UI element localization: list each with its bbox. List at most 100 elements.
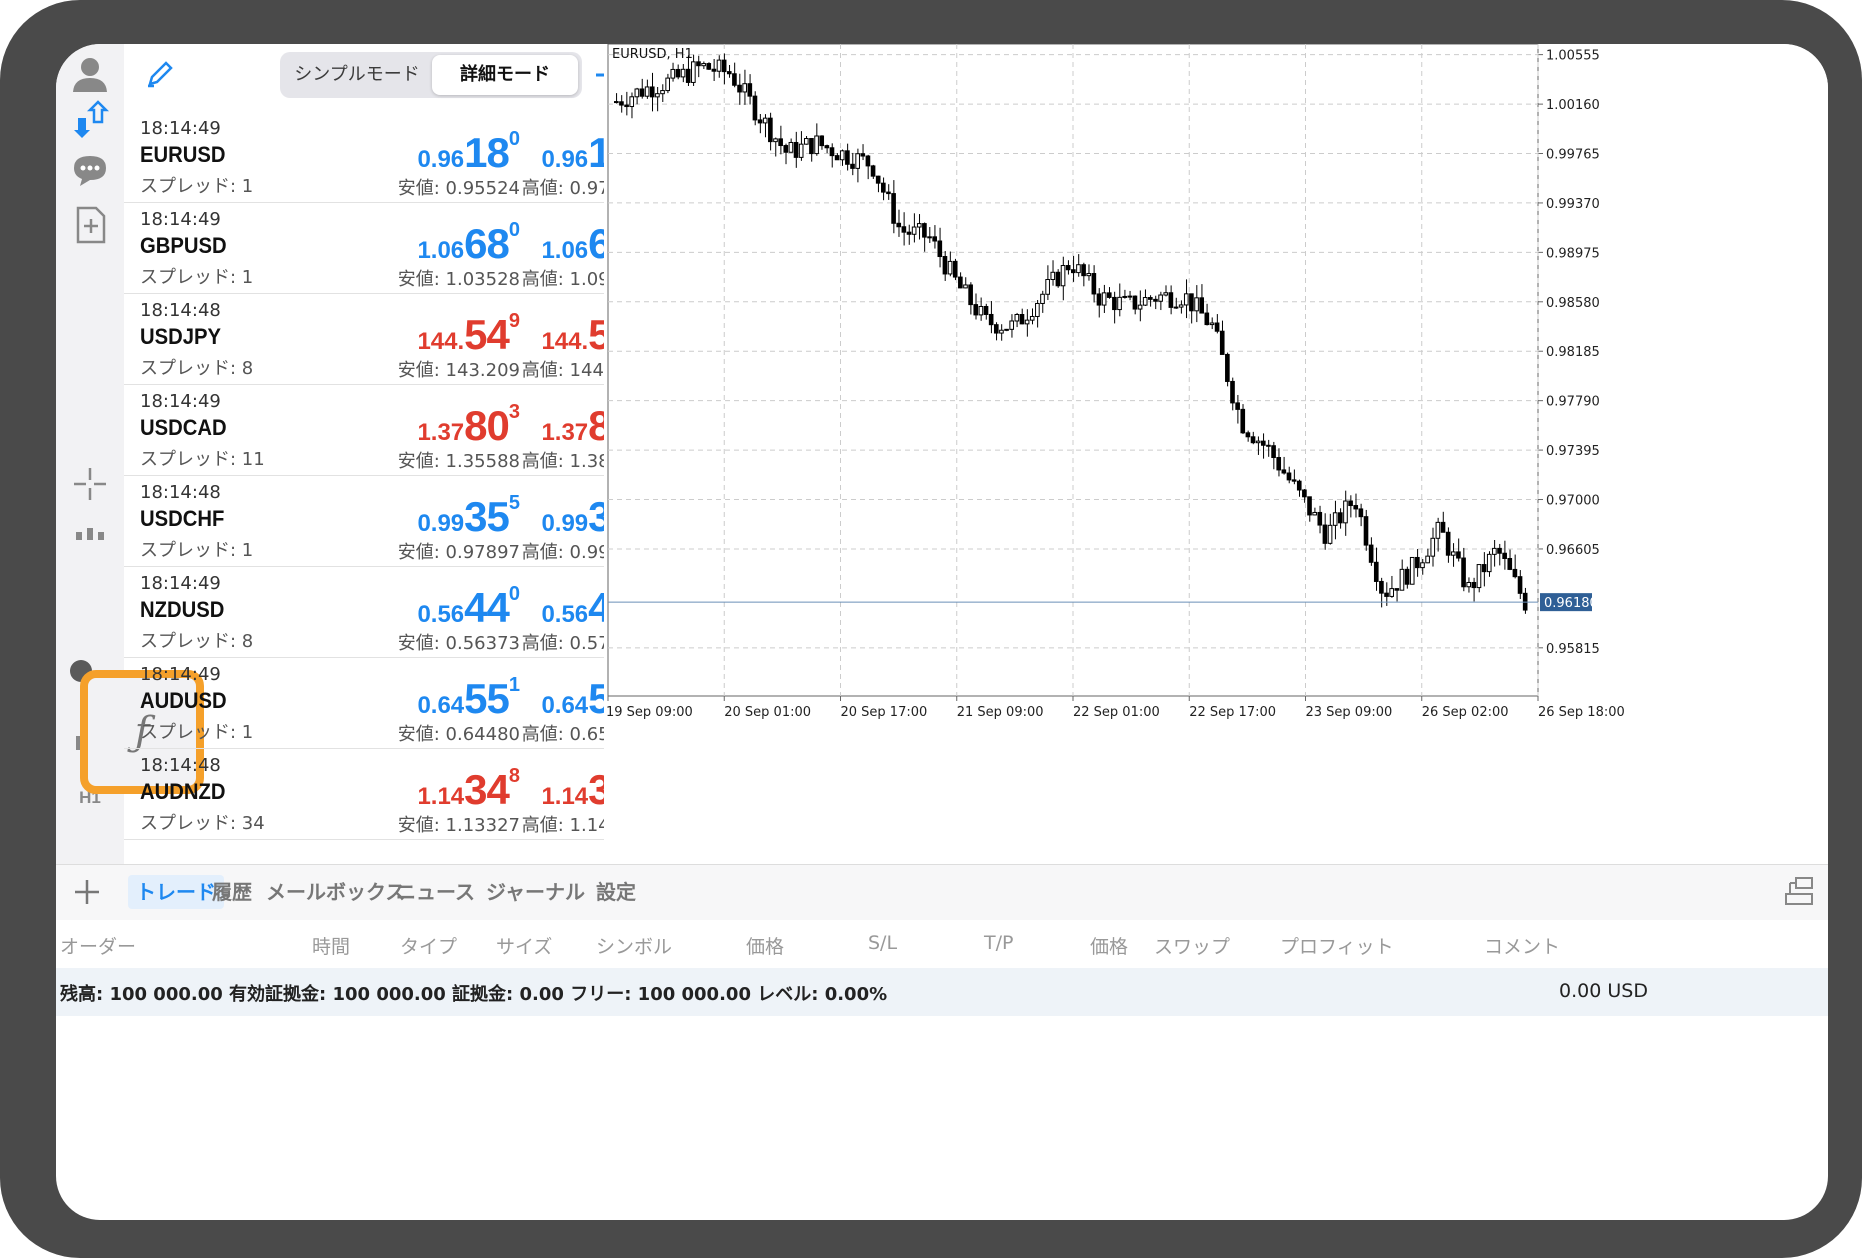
bid-prefix: 0.96: [417, 146, 465, 173]
candle-body: [644, 86, 650, 97]
bid-pips: 34: [464, 766, 510, 813]
bid-price[interactable]: 1.14348: [417, 765, 520, 813]
bid-pips: 18: [464, 129, 510, 176]
candle-body: [757, 119, 763, 124]
candle-body: [845, 150, 850, 165]
bid-fraction: 0: [508, 128, 520, 150]
bid-price[interactable]: 0.99355: [417, 492, 520, 540]
add-icon[interactable]: [70, 875, 104, 914]
tab-3[interactable]: ニュース: [396, 880, 475, 904]
candle-body: [875, 175, 881, 184]
trade-icon[interactable]: [70, 100, 110, 140]
candle-body: [855, 153, 860, 169]
candle-body: [701, 63, 706, 67]
candle-body: [1435, 521, 1441, 539]
candle-body: [963, 284, 968, 289]
objects-icon[interactable]: [70, 514, 110, 554]
candle-body: [706, 63, 712, 70]
edit-pencil-icon[interactable]: [144, 58, 176, 95]
candle-body: [983, 305, 989, 315]
bid-price[interactable]: 1.06680: [417, 219, 520, 267]
bid-fraction: 8: [508, 765, 520, 787]
candle-body: [1399, 568, 1405, 591]
candle-body: [1101, 292, 1107, 306]
candle-body: [1260, 440, 1266, 446]
candle-body: [747, 83, 753, 97]
candle-body: [670, 68, 676, 79]
bid-price[interactable]: 144.549: [417, 310, 520, 358]
x-tick-label: 20 Sep 17:00: [841, 705, 928, 720]
crosshair-icon[interactable]: [70, 464, 110, 504]
low-price: 安値: 0.95524: [397, 178, 520, 199]
candle-body: [752, 95, 758, 121]
low-price: 安値: 0.64480: [397, 724, 520, 745]
candle-body: [1153, 298, 1158, 302]
candle-body: [691, 61, 696, 83]
symbol-name: EURUSD: [140, 142, 226, 167]
low-price: 安値: 1.03528: [397, 269, 520, 290]
simple-mode-tab[interactable]: シンプルモード: [294, 64, 420, 85]
chart-canvas[interactable]: 1.00555 1.00160 0.99765 0.99370 0.98975 0.985…: [604, 44, 1828, 864]
column-header: サイズ: [496, 936, 553, 958]
candle-body: [1353, 505, 1359, 510]
spread-label: スプレッド: 1: [140, 540, 254, 561]
quote-row[interactable]: 18:14:49 NZDUSD スプレッド: 8 0.56440 0.56448…: [124, 567, 656, 658]
quote-row[interactable]: 18:14:49 USDCAD スプレッド: 11 1.37803 1.3781…: [124, 385, 656, 476]
layout-toggle-icon[interactable]: [1782, 875, 1816, 914]
candle-body: [927, 236, 932, 239]
candle-body: [793, 141, 799, 158]
candle-body: [1178, 304, 1184, 308]
candle-body: [1497, 547, 1502, 554]
chat-icon[interactable]: [70, 150, 110, 190]
ask-prefix: 144.: [541, 328, 589, 355]
quote-row[interactable]: 18:14:49 AUDUSD スプレッド: 1 0.64551 0.64552…: [124, 658, 656, 749]
bid-pips: 68: [464, 220, 510, 267]
bid-price[interactable]: 0.56440: [417, 583, 520, 631]
tab-0[interactable]: トレード: [128, 875, 224, 909]
tab-4[interactable]: ジャーナル: [486, 880, 585, 904]
candle-body: [881, 182, 886, 193]
candle-body: [886, 191, 891, 195]
indicators-button-highlight[interactable]: ƒ: [80, 670, 204, 794]
candle-body: [865, 155, 871, 167]
detail-mode-tab[interactable]: 詳細モード: [432, 55, 578, 95]
candle-body: [665, 77, 670, 92]
candle-body: [1291, 479, 1297, 482]
candle-body: [942, 256, 948, 275]
candle-body: [711, 68, 717, 72]
candle-body: [1384, 592, 1389, 597]
candle-body: [1332, 512, 1338, 526]
bid-price[interactable]: 0.64551: [417, 674, 520, 722]
price-chart[interactable]: 1.00555 1.00160 0.99765 0.99370 0.98975 0.985…: [604, 44, 1828, 864]
quote-row[interactable]: 18:14:48 USDCHF スプレッド: 1 0.99355 0.99356…: [124, 476, 656, 567]
candle-body: [1266, 444, 1271, 447]
quote-row[interactable]: 18:14:49 GBPUSD スプレッド: 1 1.06680 1.06681…: [124, 203, 656, 294]
new-document-icon[interactable]: [70, 204, 110, 244]
bid-price[interactable]: 0.96180: [417, 128, 520, 176]
bottom-tab-bar: トレード 履歴 メールボックス ニュース ジャーナル 設定: [56, 864, 1828, 921]
candle-body: [952, 260, 958, 278]
candle-body: [1183, 293, 1189, 306]
tab-1[interactable]: 履歴: [212, 880, 252, 904]
candle-body: [788, 141, 794, 153]
candle-body: [1148, 297, 1153, 300]
bid-fraction: 0: [508, 583, 520, 605]
candle-body: [1137, 304, 1143, 310]
bid-price[interactable]: 1.37803: [417, 401, 520, 449]
bid-prefix: 1.14: [417, 783, 465, 810]
quote-row[interactable]: 18:14:48 USDJPY スプレッド: 8 144.549 144.557…: [124, 294, 656, 385]
quote-row[interactable]: 18:14:48 AUDNZD スプレッド: 34 1.14348 1.1438…: [124, 749, 656, 840]
quote-row[interactable]: 18:14:49 EURUSD スプレッド: 1 0.96180 0.96181…: [124, 112, 656, 203]
quote-time: 18:14:48: [140, 755, 221, 776]
candle-body: [1009, 320, 1015, 330]
spread-label: スプレッド: 8: [140, 631, 254, 652]
quote-time: 18:14:49: [140, 391, 221, 412]
candle-body: [973, 304, 979, 316]
candle-body: [783, 145, 789, 153]
tab-2[interactable]: メールボックス: [266, 880, 406, 904]
account-icon[interactable]: [70, 54, 110, 94]
tab-5[interactable]: 設定: [596, 880, 636, 904]
bid-pips: 35: [464, 493, 510, 540]
candle-body: [634, 88, 640, 98]
candle-body: [1471, 581, 1477, 589]
